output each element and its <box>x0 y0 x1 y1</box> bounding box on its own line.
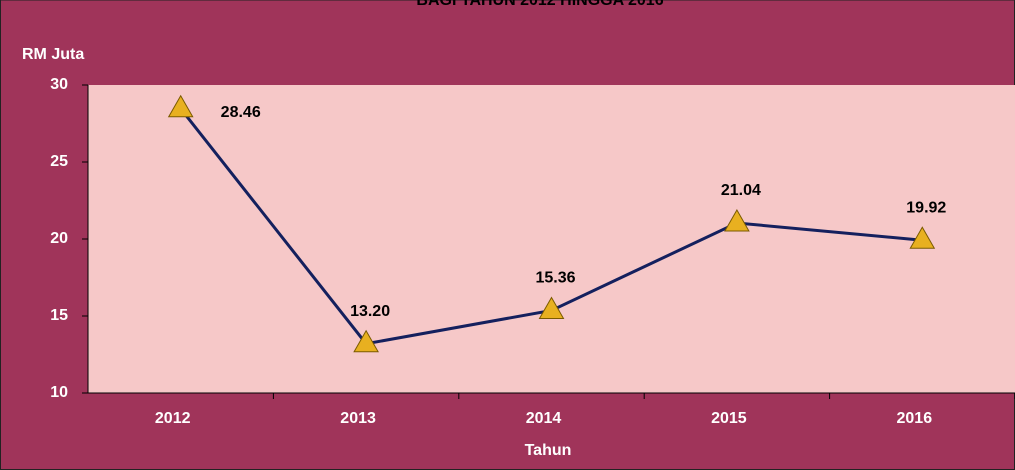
marker <box>353 329 379 353</box>
marker <box>167 94 194 118</box>
y-tick-label: 10 <box>50 384 68 401</box>
x-axis-label: Tahun <box>525 442 572 459</box>
data-label: 28.46 <box>221 104 261 121</box>
y-tick-label: 15 <box>50 307 68 324</box>
x-tick-label: 2013 <box>340 410 376 427</box>
marker <box>538 296 565 319</box>
y-tick-label: 20 <box>50 230 68 247</box>
x-tick-label: 2012 <box>155 410 191 427</box>
chart-title: BAGI TAHUN 2012 HINGGA 2016 <box>416 0 663 9</box>
marker <box>724 208 750 232</box>
x-tick-label: 2014 <box>526 410 562 427</box>
data-label: 13.20 <box>350 303 390 320</box>
x-tick-label: 2016 <box>897 410 933 427</box>
data-label: 21.04 <box>721 182 761 199</box>
y-tick-label: 30 <box>50 76 68 93</box>
marker <box>909 226 936 249</box>
y-tick-label: 25 <box>50 153 68 170</box>
data-label: 15.36 <box>535 270 575 287</box>
y-axis-label: RM Juta <box>22 46 84 63</box>
x-tick-label: 2015 <box>711 410 747 427</box>
plot-area <box>88 85 1015 393</box>
data-label: 19.92 <box>906 199 946 216</box>
